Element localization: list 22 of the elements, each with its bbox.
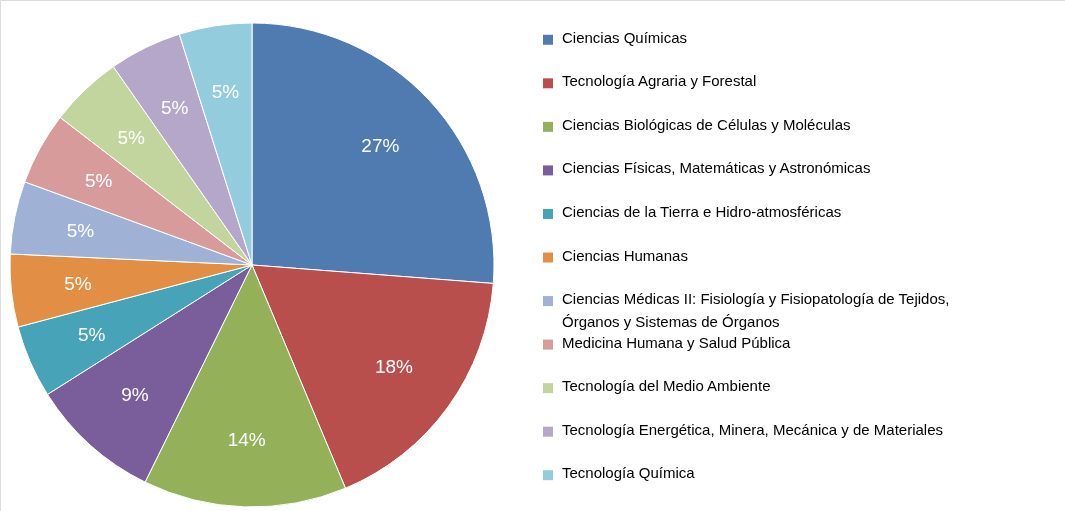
data-label: 5%: [77, 324, 106, 346]
data-label: 18%: [374, 356, 414, 378]
legend-label: Medicina Humana y Salud Pública: [562, 333, 792, 351]
data-label: 5%: [211, 81, 240, 103]
data-label: 14%: [227, 428, 266, 450]
legend-label: Tecnología Química: [562, 464, 696, 482]
data-label: 5%: [64, 272, 92, 294]
data-label: 5%: [160, 97, 189, 118]
legend-label: Ciencias Médicas II: Fisiología y Fisiopatología de Tejidos, Órganos y Sistemas de Órganos: [562, 290, 950, 331]
legend-label: Tecnología Agraria y Forestal: [562, 72, 757, 90]
legend-label: Ciencias de la Tierra e Hidro-atmosféricas: [562, 202, 842, 220]
legend-label: Ciencias Biológicas de Células y Moléculas: [562, 115, 851, 133]
data-label: 5%: [66, 219, 95, 241]
legend-label: Ciencias Humanas: [562, 246, 688, 264]
data-label: 9%: [121, 384, 149, 406]
data-label: 27%: [361, 135, 400, 157]
legend-label: Tecnología del Medio Ambiente: [562, 377, 771, 395]
data-label: 5%: [84, 169, 113, 191]
data-label: 5%: [117, 127, 145, 149]
legend-label: Ciencias Químicas: [562, 28, 688, 46]
legend-label: Ciencias Físicas, Matemáticas y Astronómicas: [562, 159, 871, 177]
legend-label: Tecnología Energética, Minera, Mecánica y de Materiales: [562, 420, 944, 438]
